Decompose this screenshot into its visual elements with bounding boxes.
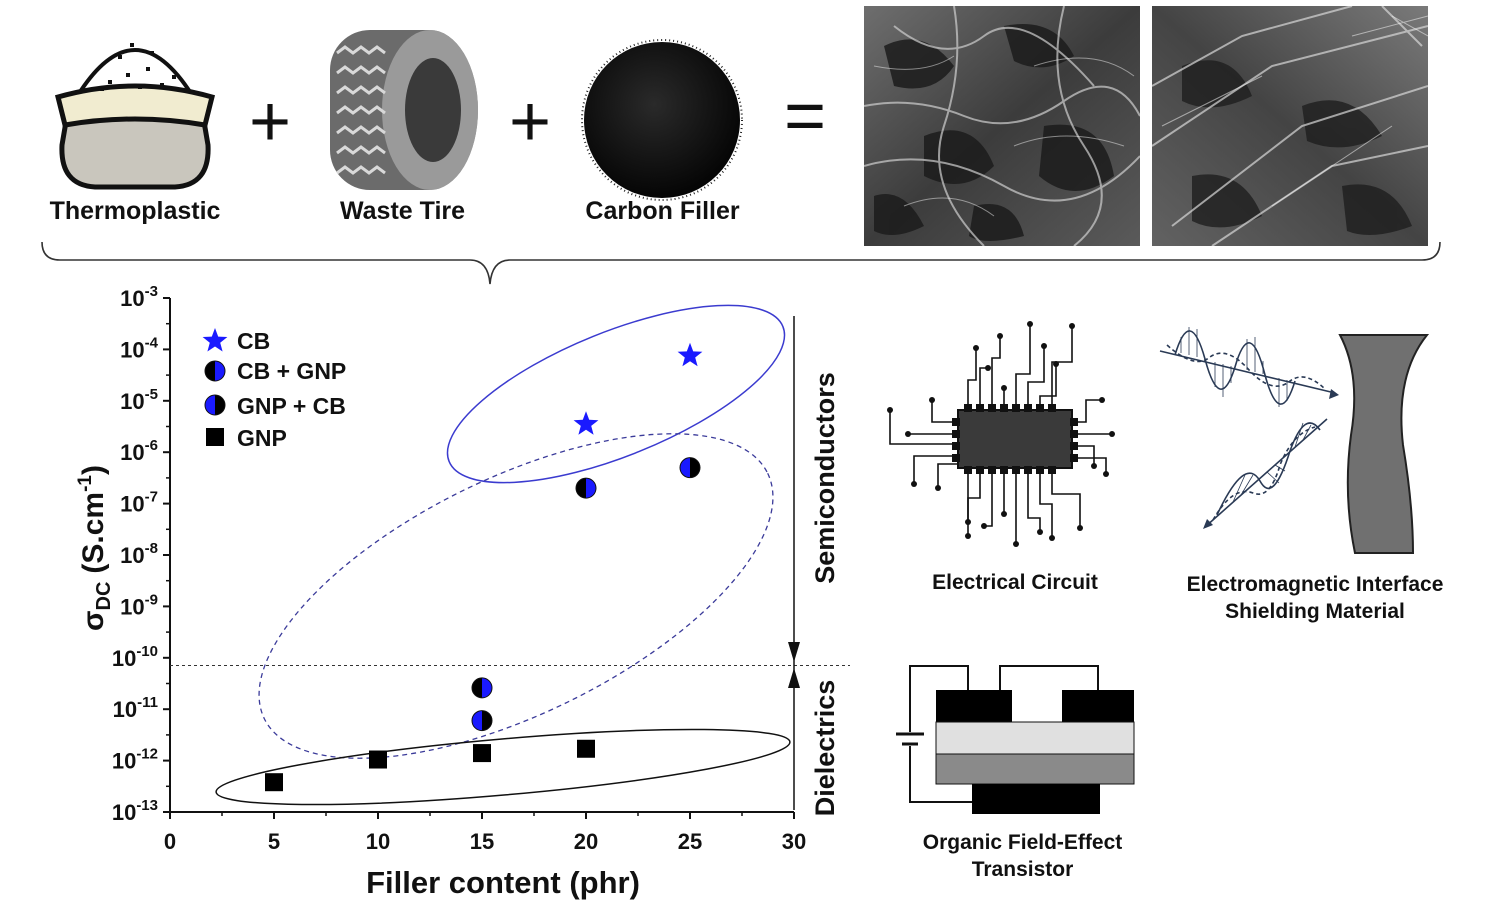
dielectric-arrowhead	[788, 668, 800, 688]
thermoplastic-label: Thermoplastic	[49, 197, 221, 225]
y-tick-label: 10-10	[112, 643, 158, 671]
carbon-filler-icon	[581, 39, 743, 201]
x-tick-label: 5	[268, 829, 280, 854]
legend-marker-cb	[202, 328, 228, 352]
x-tick-label: 25	[678, 829, 702, 854]
y-axis-unit-exponent: -1	[75, 475, 96, 492]
data-point-gnp-3	[577, 739, 595, 758]
legend-label-gnp-cb: GNP + CB	[237, 393, 346, 419]
carbon-filler-label: Carbon Filler	[585, 197, 740, 225]
data-point-gnp-2	[473, 744, 491, 763]
y-axis-unit-close: )	[77, 465, 110, 475]
hybrid-filler-ellipse	[258, 433, 774, 759]
electrical-circuit-label: Electrical Circuit	[932, 571, 1098, 594]
legend-label-cb-gnp: CB + GNP	[237, 358, 346, 384]
x-tick-label: 10	[366, 829, 390, 854]
y-axis-label: σDC (S.cm-1)	[75, 465, 115, 631]
emi-shielding-label-line2: Shielding Material	[1225, 600, 1405, 623]
x-tick-label: 15	[470, 829, 494, 854]
y-tick-label: 10-13	[112, 797, 158, 825]
y-tick-label: 10-8	[120, 540, 158, 568]
equals-sign: =	[783, 76, 827, 156]
legend-marker-gnp	[206, 428, 224, 446]
emi-shielding-label-line1: Electromagnetic Interface	[1186, 573, 1444, 596]
conductivity-scatter-chart: 0 5 10 15 20 25 30 10-13 10-12 10-11 10-10 10-9 10-8…	[75, 283, 850, 900]
dielectric-gnp-ellipse	[215, 728, 791, 806]
sem-micrograph-image-1	[864, 6, 1140, 246]
y-axis-symbol: σ	[77, 610, 110, 631]
data-point-cb-1	[677, 342, 703, 367]
ofet-label-line2: Transistor	[971, 858, 1074, 881]
ofet-device-icon	[896, 665, 1135, 814]
data-point-gnp-0	[265, 773, 283, 792]
y-tick-label: 10-3	[120, 283, 158, 311]
waste-tire-label: Waste Tire	[339, 197, 466, 225]
semiconductors-region-label: Semiconductors	[810, 372, 840, 584]
y-tick-label: 10-9	[120, 591, 158, 619]
data-point-gnp-cb-0	[679, 457, 701, 479]
dielectrics-region-label: Dielectrics	[810, 680, 840, 817]
data-point-gnp-1	[369, 750, 387, 769]
y-tick-label: 10-12	[112, 746, 158, 774]
thermoplastic-sack-icon	[54, 43, 216, 190]
y-tick-label: 10-4	[120, 334, 158, 362]
data-point-cb-gnp-0	[575, 477, 597, 499]
ofet-label-line1: Organic Field-Effect	[922, 831, 1123, 854]
y-axis-subscript: DC	[93, 582, 115, 611]
grouping-brace	[41, 241, 1441, 285]
x-axis-label: Filler content (phr)	[366, 865, 640, 900]
data-point-cb-gnp-1	[471, 677, 493, 699]
data-point-gnp-cb-1	[471, 710, 493, 732]
waste-tire-icon	[330, 30, 478, 190]
y-tick-label: 10-7	[120, 489, 158, 517]
data-point-cb-0	[573, 411, 599, 435]
semiconductor-arrowhead	[788, 642, 800, 662]
y-axis-unit: (S.cm	[77, 492, 110, 574]
legend-marker-cb-gnp	[204, 360, 226, 382]
legend-label-gnp: GNP	[237, 425, 287, 451]
emi-shielding-icon	[1159, 327, 1430, 554]
x-tick-label: 20	[574, 829, 598, 854]
x-tick-label: 30	[782, 829, 806, 854]
semiconductor-cb-ellipse	[446, 304, 786, 484]
electrical-circuit-chip-icon	[887, 321, 1115, 547]
sem-micrograph-image-2	[1152, 6, 1428, 246]
y-tick-label: 10-11	[113, 694, 158, 722]
legend: CB CB + GNP GNP + CB GNP	[237, 328, 346, 451]
legend-marker-gnp-cb	[204, 394, 226, 416]
y-tick-label: 10-6	[120, 437, 158, 465]
plus-sign-2: +	[508, 82, 552, 162]
y-tick-label: 10-5	[120, 386, 158, 414]
legend-label-cb: CB	[237, 328, 270, 354]
x-tick-label: 0	[164, 829, 176, 854]
plus-sign: +	[248, 82, 292, 162]
